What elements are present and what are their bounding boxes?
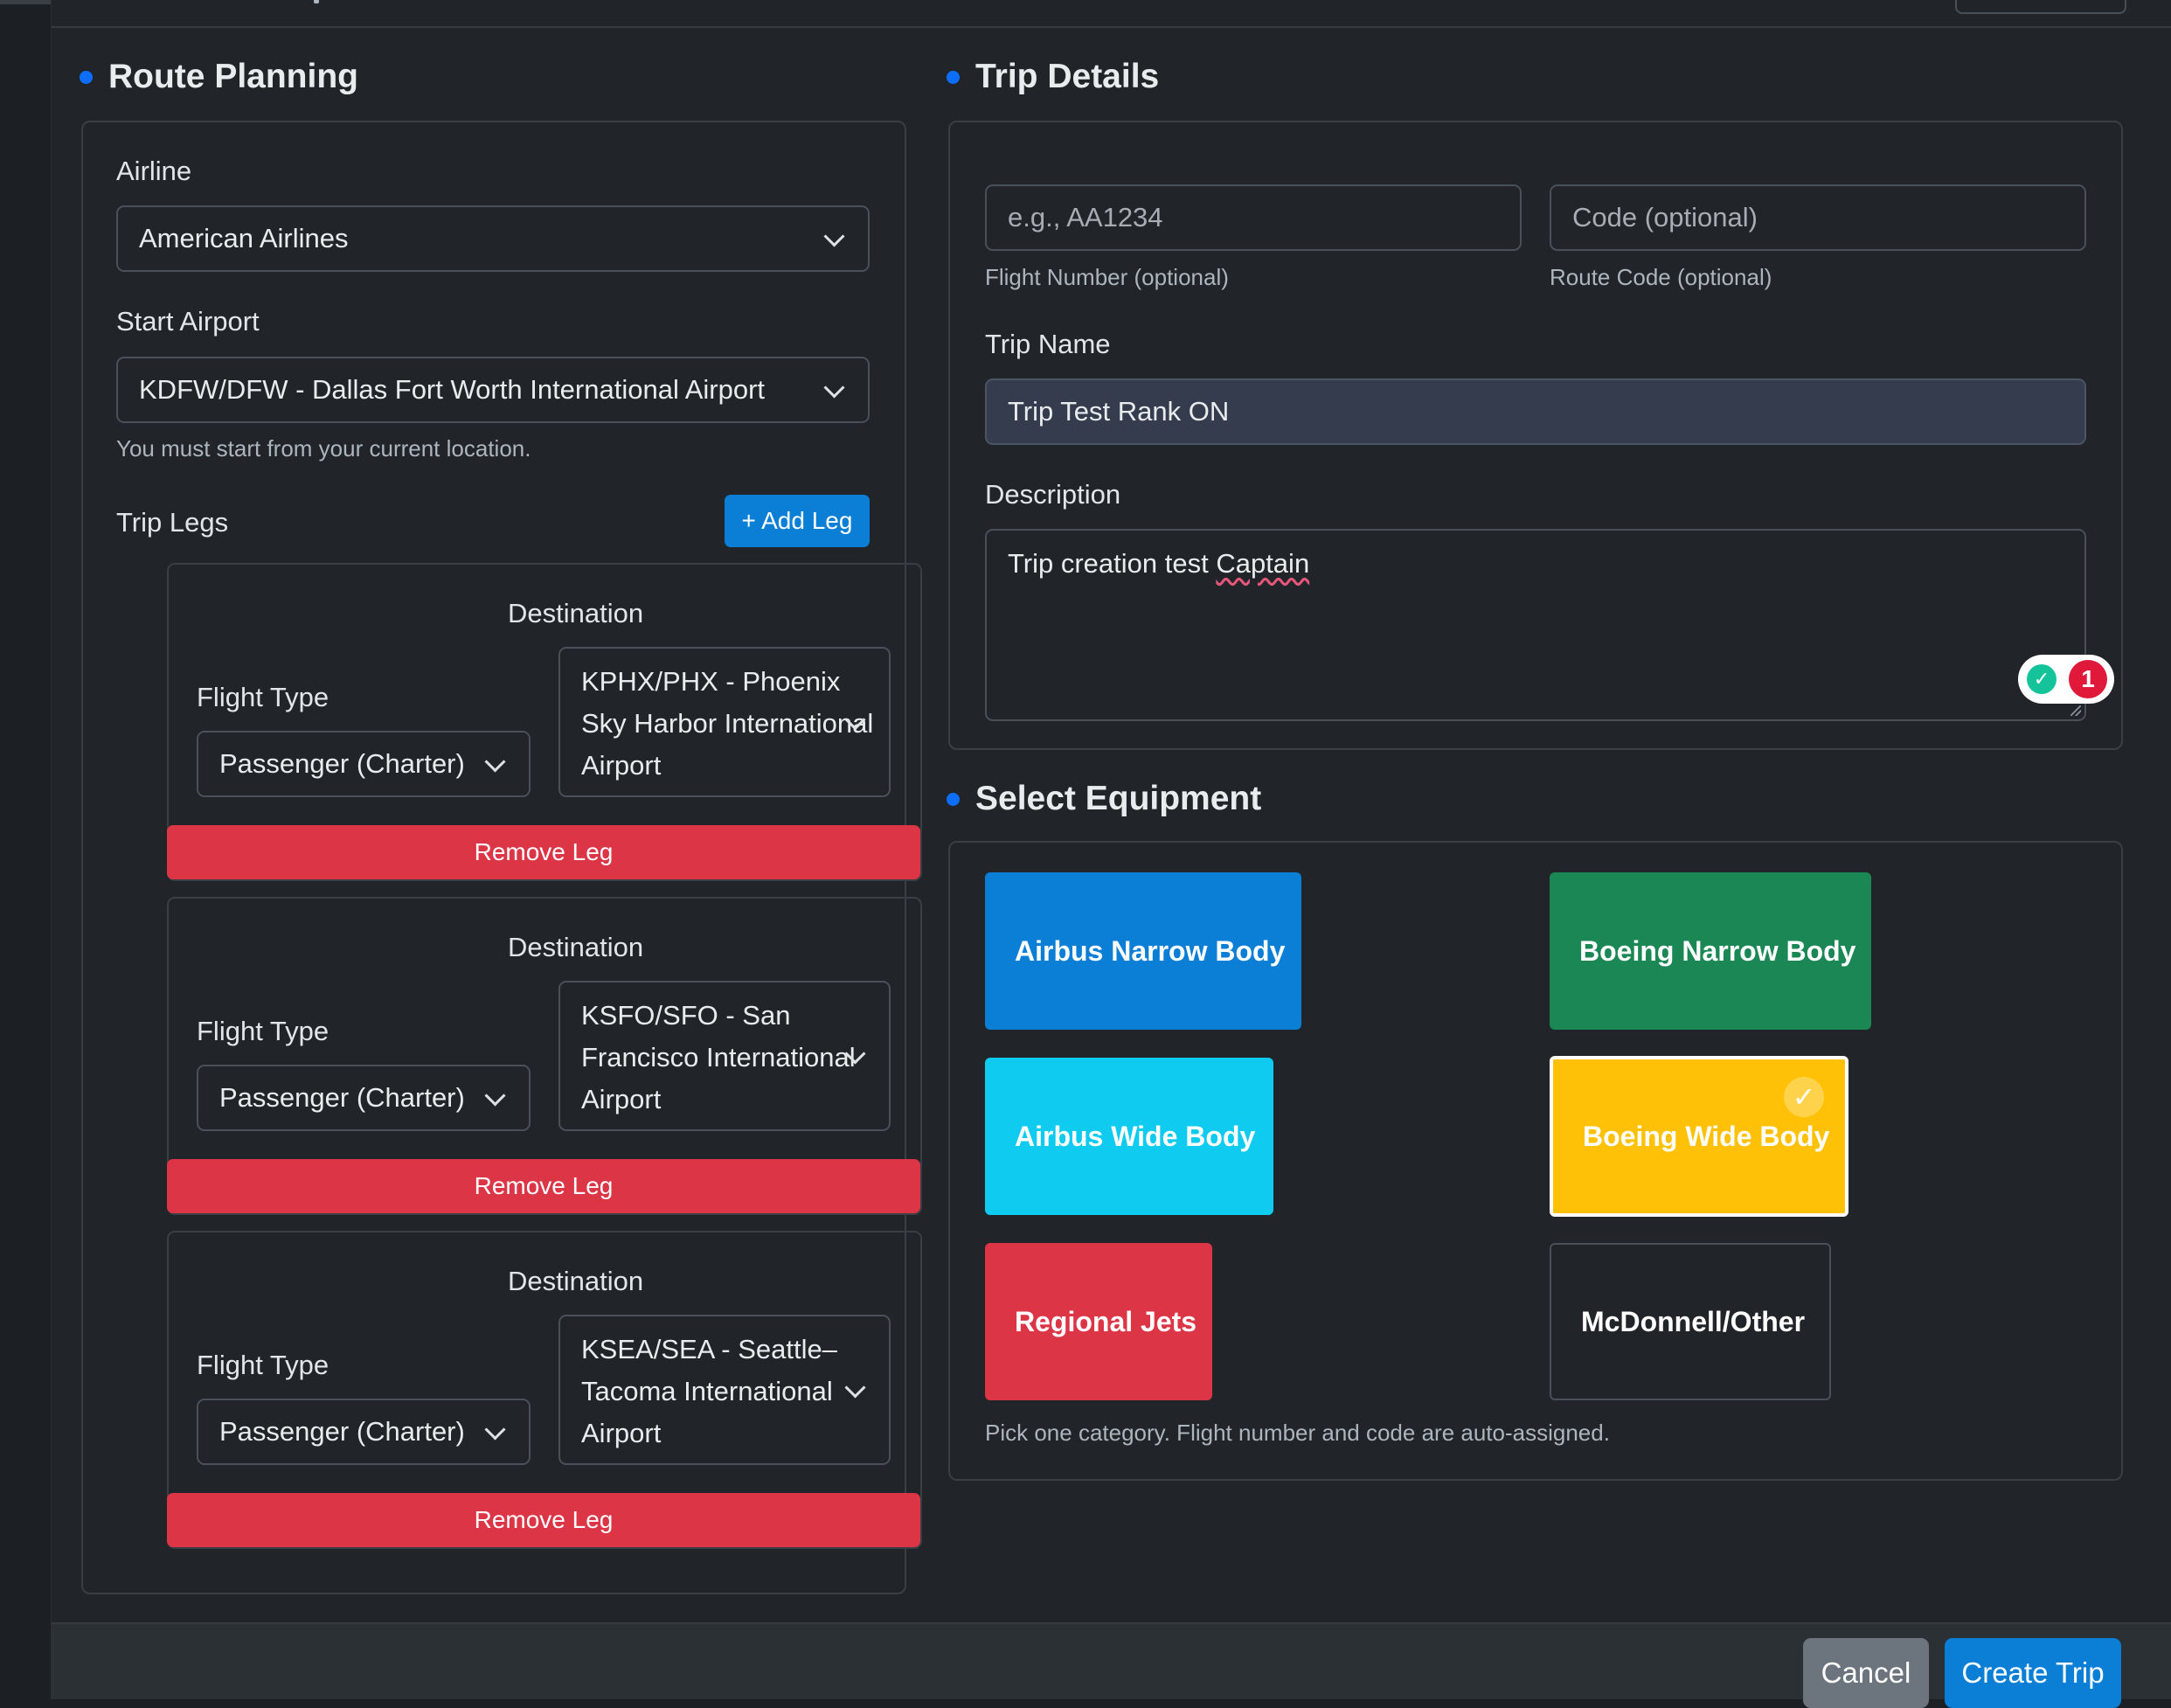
start-airport-help: You must start from your current locatio…	[116, 435, 531, 462]
flight-type-label: Flight Type	[197, 682, 329, 712]
route-code-input[interactable]: Code (optional)	[1550, 184, 2086, 251]
equipment-label: Regional Jets	[1015, 1305, 1197, 1337]
destination-select[interactable]: KPHX/PHX - Phoenix Sky Harbor Internatio…	[558, 647, 891, 797]
select-equipment-title: Select Equipment	[975, 780, 1262, 817]
route-planning-title: Route Planning	[108, 58, 358, 95]
equipment-mcdonnell-other[interactable]: McDonnell/Other	[1550, 1243, 1831, 1400]
header-divider	[52, 26, 2171, 28]
destination-select-value: KPHX/PHX - Phoenix Sky Harbor Internatio…	[581, 666, 874, 781]
chevron-down-icon	[484, 751, 506, 773]
trip-leg-1	[167, 563, 922, 881]
chevron-down-icon	[484, 1419, 506, 1441]
equipment-boeing-narrow-body[interactable]: Boeing Narrow Body	[1550, 872, 1871, 1030]
equipment-label: Boeing Narrow Body	[1579, 934, 1856, 967]
destination-select-value: KSEA/SEA - Seattle–Tacoma International …	[581, 1334, 837, 1448]
create-trip-button[interactable]: Create Trip	[1945, 1638, 2121, 1708]
checkmark-icon: ✓	[1784, 1077, 1824, 1117]
flight-type-select-value: Passenger (Charter)	[219, 748, 465, 779]
trip-name-input[interactable]: Trip Test Rank ON	[985, 378, 2086, 445]
equipment-airbus-narrow-body[interactable]: Airbus Narrow Body	[985, 872, 1301, 1030]
destination-label: Destination	[508, 932, 644, 962]
resize-handle-icon[interactable]	[2070, 705, 2081, 716]
header-title-fragment	[314, 0, 319, 3]
cancel-button[interactable]: Cancel	[1803, 1638, 1929, 1708]
equipment-help: Pick one category. Flight number and cod…	[985, 1420, 1610, 1446]
section-dot-icon	[80, 70, 93, 84]
description-label: Description	[985, 479, 1121, 510]
grammar-issue-count: 1	[2069, 660, 2107, 698]
trip-leg-3	[167, 1231, 922, 1549]
flight-type-select[interactable]: Passenger (Charter)	[197, 731, 531, 797]
start-airport-select[interactable]: KDFW/DFW - Dallas Fort Worth Internation…	[116, 357, 870, 423]
trip-leg-2	[167, 897, 922, 1215]
start-airport-label: Start Airport	[116, 306, 260, 337]
equipment-label: Airbus Narrow Body	[1015, 934, 1286, 967]
equipment-label: Boeing Wide Body	[1583, 1120, 1830, 1152]
header-close-button[interactable]	[1955, 0, 2126, 14]
remove-leg-button[interactable]: Remove Leg	[167, 825, 920, 879]
route-code-help: Route Code (optional)	[1550, 264, 1772, 290]
section-dot-icon	[947, 792, 960, 806]
spelling-flagged-word[interactable]: Captain	[1216, 548, 1310, 579]
airline-select[interactable]: American Airlines	[116, 205, 870, 272]
chevron-down-icon	[823, 377, 845, 399]
destination-select-value: KSFO/SFO - San Francisco International A…	[581, 1000, 856, 1114]
start-airport-select-value: KDFW/DFW - Dallas Fort Worth Internation…	[139, 374, 766, 405]
chevron-down-icon	[484, 1085, 506, 1107]
equipment-regional-jets[interactable]: Regional Jets	[985, 1243, 1212, 1400]
airline-label: Airline	[116, 156, 192, 186]
flight-type-select[interactable]: Passenger (Charter)	[197, 1065, 531, 1131]
destination-label: Destination	[508, 1266, 644, 1296]
destination-select[interactable]: KSFO/SFO - San Francisco International A…	[558, 981, 891, 1131]
equipment-airbus-wide-body[interactable]: Airbus Wide Body	[985, 1058, 1273, 1215]
footer-divider	[52, 1622, 2171, 1624]
destination-select[interactable]: KSEA/SEA - Seattle–Tacoma International …	[558, 1315, 891, 1465]
route-planning-heading: Route Planning	[80, 58, 358, 96]
trip-details-title: Trip Details	[975, 58, 1160, 95]
airline-select-value: American Airlines	[139, 223, 349, 253]
create-trip-modal: Route Planning Airline American Airlines…	[51, 0, 2171, 1708]
flight-type-select-value: Passenger (Charter)	[219, 1416, 465, 1447]
remove-leg-button[interactable]: Remove Leg	[167, 1493, 920, 1547]
flight-number-help: Flight Number (optional)	[985, 264, 1229, 290]
grammar-assistant-badge[interactable]: ✓ 1	[2018, 655, 2114, 704]
chevron-down-icon	[823, 226, 845, 247]
description-textarea[interactable]: Trip creation test Captain ✓ 1	[985, 529, 2114, 721]
flight-type-label: Flight Type	[197, 1016, 329, 1046]
flight-type-label: Flight Type	[197, 1350, 329, 1380]
section-dot-icon	[947, 70, 960, 84]
grammar-logo-icon: ✓	[2027, 664, 2057, 694]
destination-label: Destination	[508, 598, 644, 628]
equipment-label: McDonnell/Other	[1581, 1305, 1806, 1337]
description-text: Trip creation test	[1008, 548, 1217, 579]
equipment-label: Airbus Wide Body	[1015, 1120, 1256, 1152]
trip-legs-label: Trip Legs	[116, 507, 229, 538]
select-equipment-heading: Select Equipment	[947, 780, 1261, 818]
trip-details-heading: Trip Details	[947, 58, 1159, 96]
equipment-boeing-wide-body[interactable]: Boeing Wide Body ✓	[1550, 1056, 1848, 1217]
remove-leg-button[interactable]: Remove Leg	[167, 1159, 920, 1213]
flight-type-select-value: Passenger (Charter)	[219, 1082, 465, 1113]
flight-type-select[interactable]: Passenger (Charter)	[197, 1399, 531, 1465]
flight-number-input[interactable]: e.g., AA1234	[985, 184, 1522, 251]
trip-name-label: Trip Name	[985, 329, 1111, 359]
add-leg-button[interactable]: + Add Leg	[725, 495, 870, 547]
